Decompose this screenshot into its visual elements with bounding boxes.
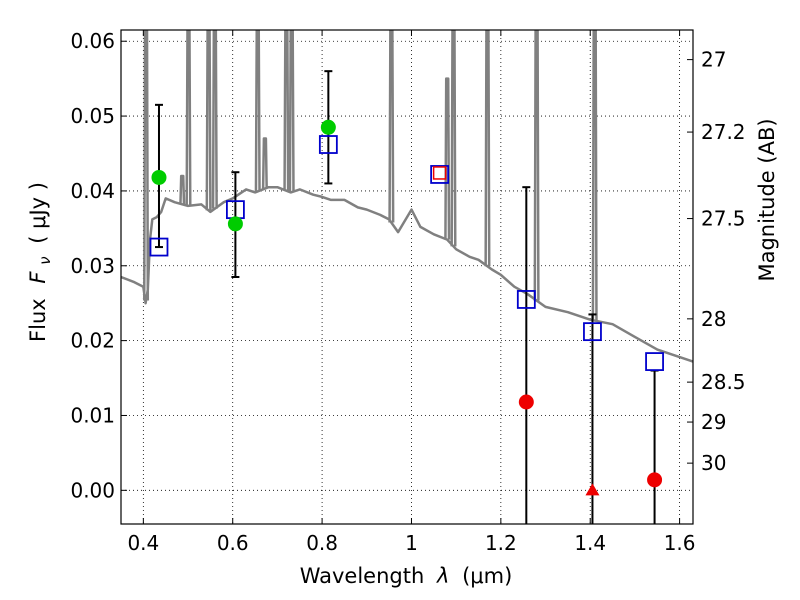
y-tick-label: 0.05 (70, 104, 115, 128)
model-spectrum-line (121, 185, 693, 363)
emission-line (205, 30, 212, 211)
y-axis-title-sub: ν (36, 256, 54, 264)
x-axis-title-symbol: λ (436, 564, 449, 588)
y-axis-title-unit: ( μJy ) (26, 182, 50, 244)
y2-axis-title: Magnitude (AB) (755, 118, 779, 281)
x-tick-label: 0.4 (127, 531, 159, 555)
emission-line (288, 30, 295, 193)
x-tick-label: 0.6 (217, 531, 249, 555)
y-tick-label: 0.03 (70, 254, 115, 278)
emission-line (591, 30, 598, 321)
mag-tick-label: 30 (701, 451, 726, 475)
upper-limit-point (585, 483, 600, 496)
y-tick-label: 0.06 (70, 29, 115, 53)
axis-layer: 0.4 0.6 0.8 1 1.2 1.4 1.6 0.00 0.01 0.02 0.03 0.04 0… (70, 29, 745, 555)
plot-frame (120, 29, 694, 525)
emission-line (142, 30, 150, 301)
emission-line (484, 30, 491, 267)
detection-point (320, 119, 336, 135)
y-tick-label: 0.04 (70, 179, 115, 203)
model-point (583, 322, 602, 342)
y-axis-title: Flux F ν ( μJy ) (26, 182, 55, 342)
model-point (318, 135, 338, 154)
emission-line (283, 30, 290, 191)
y-tick-label: 0.02 (70, 329, 115, 353)
spectrum-layer (121, 30, 693, 363)
mag-tick-label: 28.5 (701, 370, 746, 394)
y-axis-title-symbol: F (26, 271, 50, 284)
x-tick-label: 1.4 (574, 531, 606, 555)
detection-point (151, 169, 167, 185)
mag-tick-label: 27 (701, 48, 726, 72)
y-tick-label: 0.00 (70, 478, 115, 502)
x-tick-label: 1.2 (485, 531, 517, 555)
emission-line (388, 30, 395, 223)
emission-line (261, 137, 268, 189)
y-axis-title-prefix: Flux (26, 298, 50, 342)
x-tick-label: 0.8 (306, 531, 338, 555)
x-tick-label: 1 (405, 531, 418, 555)
model-point (516, 290, 536, 309)
marker-layer (149, 119, 664, 496)
emission-line (185, 30, 192, 206)
x-axis-title: Wavelength λ (μm) (300, 564, 513, 588)
special-point (432, 166, 447, 180)
mag-tick-label: 28 (701, 307, 726, 331)
model-point (430, 165, 450, 184)
x-axis-title-prefix: Wavelength (300, 564, 425, 588)
model-point (149, 237, 169, 257)
detection-point (227, 216, 243, 232)
emission-line (533, 30, 540, 301)
emission-line (254, 30, 261, 192)
x-tick-label: 1.6 (664, 531, 696, 555)
emission-line (450, 30, 457, 247)
upper-limit-point (647, 472, 663, 488)
y-tick-label: 0.01 (70, 403, 115, 427)
upper-limit-point (518, 394, 534, 410)
emission-line (444, 77, 451, 240)
emission-line (179, 174, 186, 205)
emission-line (211, 30, 218, 209)
mag-tick-label: 29 (701, 410, 726, 434)
mag-tick-label: 27.5 (701, 207, 746, 231)
mag-tick-label: 27.2 (701, 120, 746, 144)
errorbar-layer (154, 70, 659, 524)
x-axis-title-unit: (μm) (462, 564, 512, 588)
model-point (645, 352, 664, 371)
